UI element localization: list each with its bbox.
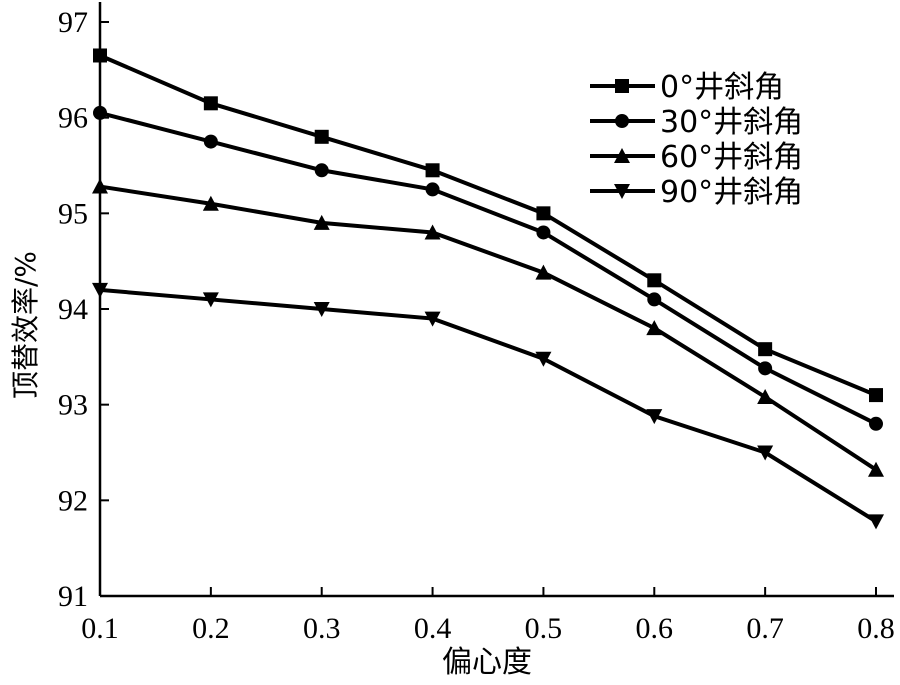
x-axis-label: 偏心度 <box>442 645 532 680</box>
data-point <box>203 134 218 149</box>
data-point <box>868 514 884 530</box>
data-point <box>869 416 883 431</box>
x-tick-label: 0.8 <box>857 612 895 645</box>
y-tick-label: 93 <box>58 389 88 422</box>
x-ticks: 0.1 0.2 0.3 0.4 0.5 0.6 0.7 0.8 <box>81 587 895 645</box>
series-markers <box>92 48 884 530</box>
series-line-3 <box>99 287 878 524</box>
data-point <box>93 105 107 120</box>
data-point <box>425 163 440 178</box>
data-point <box>536 225 551 240</box>
legend-marker <box>614 148 630 163</box>
data-point <box>868 461 884 477</box>
x-tick-label: 0.2 <box>192 612 230 645</box>
data-point <box>647 292 662 307</box>
data-point <box>314 163 329 178</box>
series-line-2 <box>99 184 878 472</box>
data-point <box>92 178 108 194</box>
data-point <box>757 389 774 405</box>
legend-marker <box>615 79 629 93</box>
y-tick-label: 91 <box>58 580 88 613</box>
data-point <box>647 273 662 288</box>
data-point <box>314 129 329 144</box>
data-point <box>93 48 107 63</box>
series-line-0 <box>99 53 877 397</box>
data-point <box>92 282 108 298</box>
data-point <box>424 224 441 240</box>
y-tick-label: 97 <box>58 6 88 39</box>
legend-label: 90°井斜角 <box>660 175 803 210</box>
data-point <box>202 195 219 211</box>
x-tick-label: 0.6 <box>636 612 674 645</box>
data-point <box>758 342 773 357</box>
y-tick-label: 95 <box>58 197 88 230</box>
data-point <box>757 445 774 461</box>
data-point <box>535 351 552 367</box>
series-line-1 <box>99 110 877 426</box>
series-lines <box>99 53 878 524</box>
data-point <box>535 264 552 280</box>
y-axis-label: 顶替效率/% <box>9 251 42 399</box>
x-tick-label: 0.7 <box>746 612 784 645</box>
legend-marker <box>614 184 630 199</box>
x-tick-label: 0.3 <box>303 612 341 645</box>
axes <box>98 2 894 598</box>
data-point <box>536 206 551 221</box>
legend-label: 60°井斜角 <box>660 140 803 175</box>
x-tick-label: 0.5 <box>525 612 563 645</box>
legend-label: 0°井斜角 <box>660 70 784 105</box>
data-point <box>313 214 330 230</box>
data-point <box>646 409 663 425</box>
data-point <box>424 311 441 327</box>
y-tick-label: 92 <box>58 484 88 517</box>
data-point <box>202 292 219 308</box>
data-point <box>869 388 883 403</box>
data-point <box>203 96 218 111</box>
legend-label: 30°井斜角 <box>660 105 803 140</box>
y-ticks: 91 92 93 94 95 96 97 <box>58 6 109 613</box>
data-point <box>313 302 330 317</box>
data-point <box>646 320 663 336</box>
y-tick-label: 96 <box>58 102 88 135</box>
x-tick-label: 0.4 <box>414 612 452 645</box>
x-tick-label: 0.1 <box>81 612 119 645</box>
data-point <box>758 361 773 376</box>
data-point <box>425 182 440 197</box>
y-tick-label: 94 <box>58 293 88 326</box>
legend-marker <box>615 114 629 128</box>
